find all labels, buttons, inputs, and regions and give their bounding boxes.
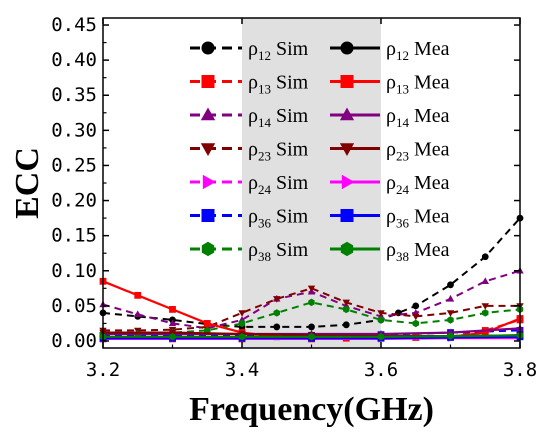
legend-entry-rho13-mea: ρ13 Mea <box>330 72 450 97</box>
data-point-rho23-sim <box>342 299 350 307</box>
data-point-rho38-sim <box>308 298 315 307</box>
data-point-rho38-sim <box>343 305 350 314</box>
data-point-rho13-mea <box>203 320 211 327</box>
legend-entry-rho12-mea: ρ12 Mea <box>330 38 450 63</box>
data-point-rho12-sim <box>447 281 454 289</box>
legend-entry-rho13-sim: ρ13 Sim <box>190 72 309 97</box>
x-tick-label: 3.6 <box>364 359 398 381</box>
legend-label: ρ36 Mea <box>386 206 450 231</box>
legend-entry-rho36-mea: ρ36 Mea <box>330 206 450 231</box>
legend-entry-rho12-sim: ρ12 Sim <box>190 38 309 63</box>
legend-marker <box>200 107 216 121</box>
legend-label: ρ12 Sim <box>248 38 309 63</box>
data-point-rho38-mea <box>377 333 385 341</box>
y-tick-label: 0.35 <box>51 84 97 106</box>
y-tick-label: 0.15 <box>51 225 97 247</box>
legend-marker <box>201 75 215 88</box>
y-tick-label: 0.10 <box>51 260 97 282</box>
legend-entry-rho23-sim: ρ23 Sim <box>190 139 309 164</box>
legend-marker <box>340 241 354 257</box>
y-axis-label: ECC <box>9 147 46 219</box>
x-tick-label: 3.4 <box>225 359 259 381</box>
data-point-rho23-sim <box>273 296 281 303</box>
legend-marker <box>201 241 215 257</box>
legend-label: ρ13 Mea <box>386 72 450 97</box>
legend-entry-rho24-sim: ρ24 Sim <box>190 172 309 197</box>
legend-marker <box>201 41 215 55</box>
legend-label: ρ36 Sim <box>248 206 309 231</box>
series-layer <box>99 214 524 343</box>
data-point-rho23-sim <box>481 303 489 310</box>
y-tick-label: 0.30 <box>51 119 97 141</box>
data-point-rho12-sim <box>481 253 489 261</box>
legend-marker <box>339 107 355 121</box>
data-point-rho14-sim <box>481 277 489 284</box>
x-tick-label: 3.8 <box>503 359 537 381</box>
data-point-rho12-sim <box>342 321 350 329</box>
data-point-rho12-sim <box>273 323 281 331</box>
y-tick-label: 0.20 <box>51 190 97 212</box>
legend-entry-rho36-sim: ρ36 Sim <box>190 206 309 231</box>
data-point-rho38-mea <box>238 333 246 341</box>
legend-marker <box>340 209 354 222</box>
legend-label: ρ38 Sim <box>248 239 309 264</box>
y-tick-label: 0.25 <box>51 154 97 176</box>
data-point-rho23-sim <box>412 313 420 321</box>
data-point-rho14-sim <box>446 294 455 302</box>
data-point-rho23-sim <box>307 285 316 293</box>
data-point-rho12-sim <box>308 323 315 331</box>
legend-entry-rho23-mea: ρ23 Mea <box>330 139 450 164</box>
legend-marker <box>201 209 215 222</box>
data-point-rho13-mea <box>169 305 176 313</box>
y-tick-label: 0.45 <box>51 14 97 36</box>
axes: 3.2 3.4 3.6 3.8 0.00 0.05 0.10 0.15 0.20 0.25 0.30… <box>51 14 537 381</box>
legend-marker <box>341 174 355 190</box>
data-point-rho12-sim <box>412 302 420 310</box>
data-point-rho13-mea <box>481 329 489 336</box>
legend-label: ρ13 Sim <box>248 72 309 97</box>
data-point-rho23-sim <box>446 310 455 317</box>
x-axis-label: Frequency(GHz) <box>189 391 434 428</box>
data-point-rho23-sim <box>238 310 246 317</box>
data-point-rho14-sim <box>168 319 177 327</box>
x-tick-label: 3.2 <box>86 359 120 381</box>
data-point-rho14-sim <box>134 310 142 317</box>
legend-label: ρ24 Mea <box>386 172 450 197</box>
data-point-rho38-sim <box>273 309 280 317</box>
data-point-rho38-mea <box>169 333 176 341</box>
data-point-rho38-sim <box>238 319 246 328</box>
legend-entry-rho24-mea: ρ24 Mea <box>330 172 450 197</box>
legend-marker <box>339 143 355 156</box>
y-tick-label: 0.00 <box>51 330 97 352</box>
legend-label: ρ14 Sim <box>248 105 309 130</box>
data-point-rho38-mea <box>447 332 454 340</box>
series-rho38-mea <box>99 331 524 341</box>
data-point-rho13-mea <box>134 291 142 299</box>
legend-label: ρ38 Mea <box>386 239 450 264</box>
data-point-rho23-sim <box>377 310 385 317</box>
data-point-rho38-sim <box>447 316 454 324</box>
y-tick-label: 0.05 <box>51 295 97 317</box>
legend-entry-rho38-sim: ρ38 Sim <box>190 239 309 264</box>
legend-entry-rho14-sim: ρ14 Sim <box>190 105 309 130</box>
legend-label: ρ23 Mea <box>386 139 450 164</box>
data-point-rho38-sim <box>377 316 385 324</box>
data-point-rho38-sim <box>412 319 419 328</box>
legend-marker <box>200 143 216 156</box>
legend: ρ12 Sim ρ13 Sim ρ14 Sim ρ23 Sim ρ24 Sim ρ36 S… <box>190 38 450 264</box>
data-point-rho38-sim <box>482 309 489 317</box>
series-line-rho12-sim <box>102 217 521 328</box>
legend-marker <box>202 174 216 190</box>
legend-entry-rho14-mea: ρ14 Mea <box>330 105 450 130</box>
legend-marker <box>340 75 354 88</box>
y-tick-label: 0.40 <box>51 49 97 71</box>
legend-entry-rho38-mea: ρ38 Mea <box>330 239 450 264</box>
legend-marker <box>340 41 354 55</box>
legend-label: ρ23 Sim <box>248 139 309 164</box>
data-point-rho38-mea <box>308 333 315 341</box>
legend-label: ρ14 Mea <box>386 105 450 130</box>
legend-label: ρ24 Sim <box>248 172 309 197</box>
legend-label: ρ12 Mea <box>386 38 450 63</box>
